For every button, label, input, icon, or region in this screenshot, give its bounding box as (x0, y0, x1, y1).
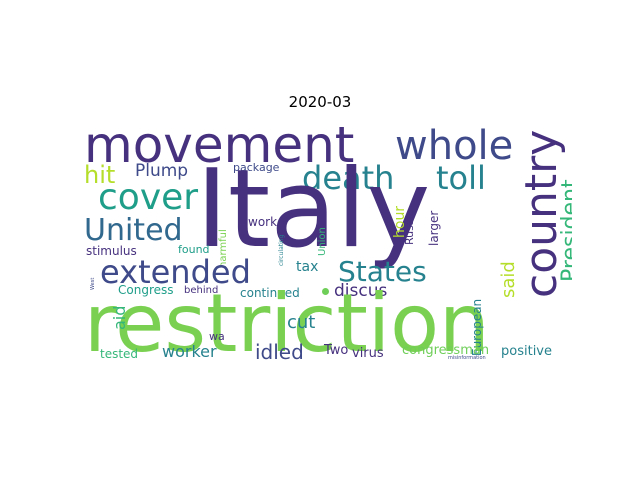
word-two: Two (324, 343, 349, 358)
word-worker: worker (162, 342, 217, 361)
word-tested: tested (100, 347, 139, 361)
word-cut: cut (287, 312, 316, 333)
word-restriction: restriction (84, 277, 490, 365)
chart-title: 2020-03 (288, 93, 352, 111)
word-whole: whole (395, 123, 514, 169)
word-union: Union (317, 227, 328, 256)
word-italy: Italy (196, 147, 431, 272)
word-congress: Congress (118, 283, 174, 297)
word-congressman: congressman (402, 343, 490, 358)
word-larger: larger (427, 210, 441, 246)
word-united: United (84, 213, 183, 248)
word-stimulus: stimulus (86, 244, 137, 258)
word-found: found (178, 243, 210, 256)
word-cloud: movement whole country President hit Plu… (82, 120, 572, 365)
word-president: President (558, 179, 572, 282)
word-continued: continued (240, 286, 300, 300)
word-extended: extended (100, 253, 251, 291)
word-tax: tax (296, 259, 319, 275)
word-aid: aid (110, 305, 129, 330)
word-cover: cover (98, 177, 199, 218)
word-plump: Plump (135, 161, 189, 181)
word-idled: idled (255, 340, 304, 364)
word-states: States (338, 255, 427, 288)
word-work: work (248, 215, 278, 229)
word-toll: toll (436, 159, 486, 197)
word-behind: behind (184, 285, 219, 296)
word-wa: wa (209, 330, 225, 343)
word-discus: discus (334, 281, 388, 301)
word-movement: movement (84, 120, 355, 174)
word-hit: hit (84, 161, 116, 189)
word-package: package (233, 161, 280, 174)
word-hour: hour (392, 205, 408, 238)
word-misinformation: misinformation (448, 355, 486, 361)
word-death: death (302, 159, 395, 197)
word-virus: virus (352, 346, 384, 361)
dot-green (322, 288, 329, 295)
word-circulating: circulating (278, 234, 285, 266)
word-positive: positive (501, 344, 552, 359)
word-said: said (498, 261, 519, 298)
